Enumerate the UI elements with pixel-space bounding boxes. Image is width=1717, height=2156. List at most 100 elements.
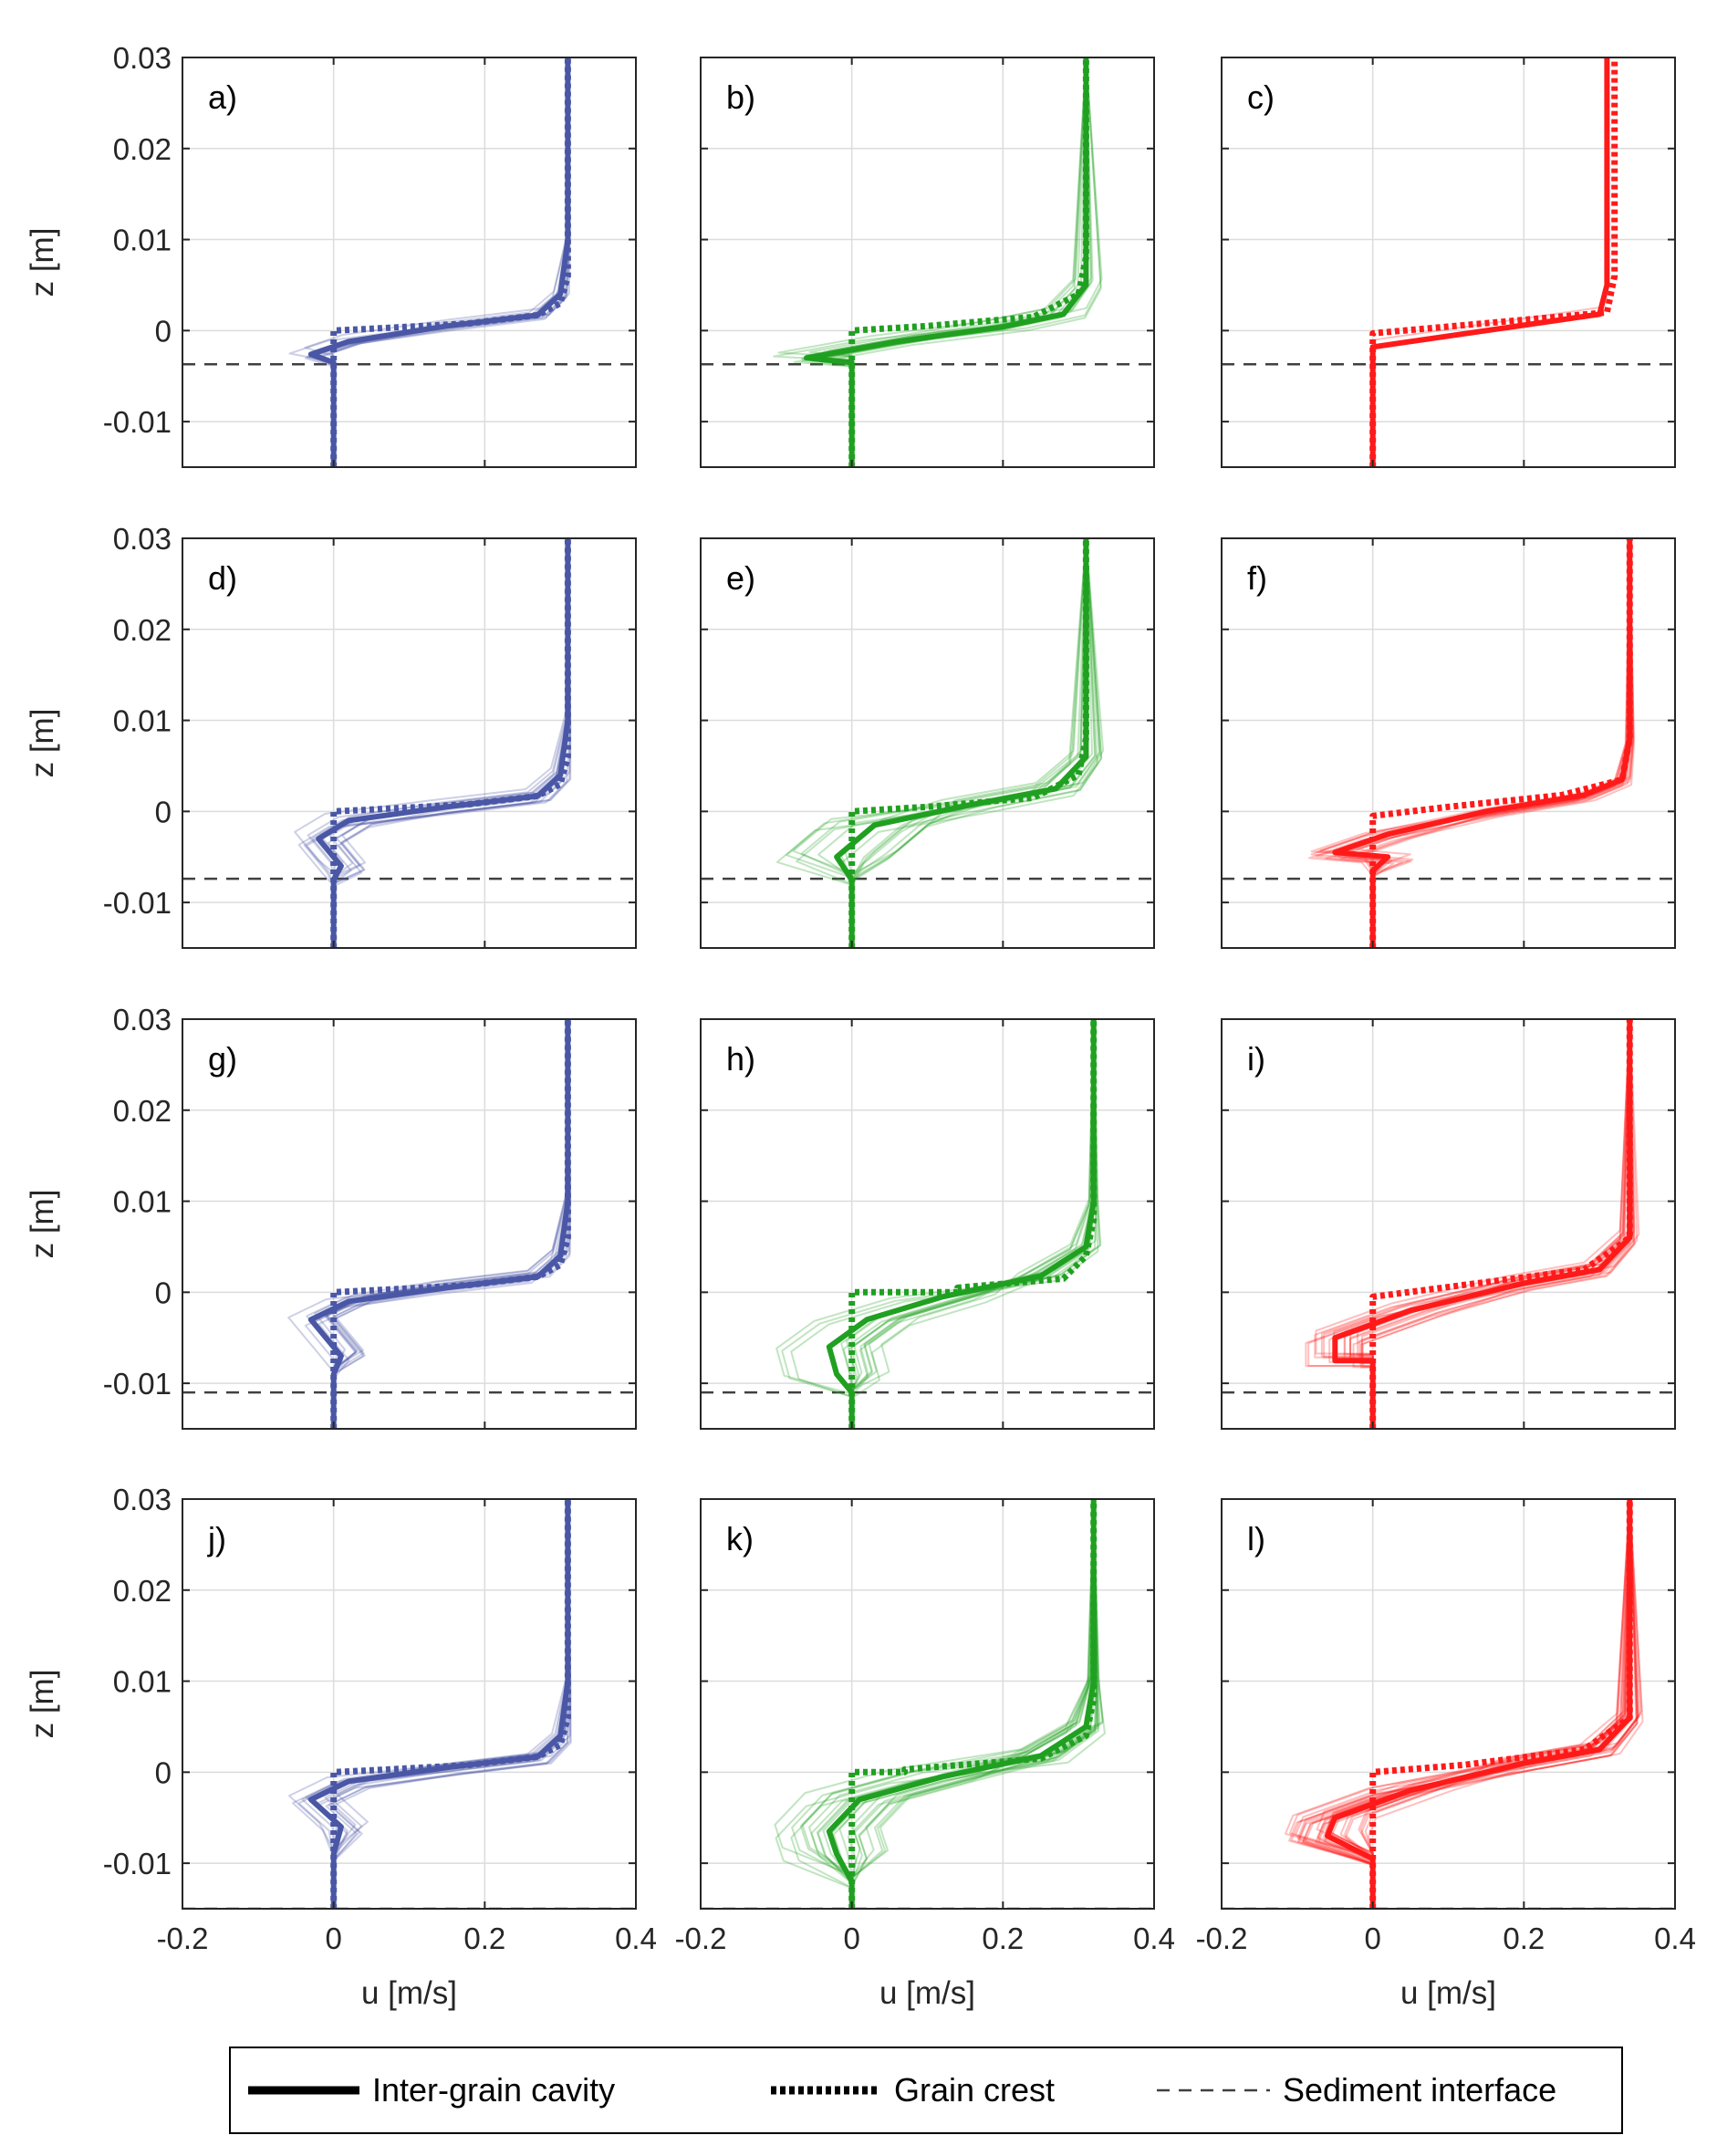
axes-box <box>182 1018 637 1430</box>
ensemble-profile <box>823 57 1103 467</box>
ensemble-profile <box>1348 538 1635 948</box>
ensemble-profile <box>844 538 1087 948</box>
panel-label: k) <box>726 1520 754 1557</box>
panel-l: l) -0.2 0 0.2 0.4 u [m/s] <box>1196 1498 1696 2011</box>
ensemble-profile <box>1349 1019 1631 1429</box>
ensemble-profile <box>1349 1019 1634 1429</box>
panel-d: d) -0.01 0 0.01 0.02 0.03 z [m] <box>25 522 637 949</box>
panel-label: b) <box>726 78 755 116</box>
y-tick-label: 0.01 <box>113 704 172 738</box>
x-tick-label: 0.4 <box>615 1922 657 1955</box>
plot-area <box>182 57 636 467</box>
y-tick-label: -0.01 <box>103 886 172 920</box>
y-tick-label: 0.03 <box>113 522 172 556</box>
ensemble-profile <box>1358 538 1632 948</box>
ensemble-profile <box>824 57 1087 467</box>
ensemble-profile <box>318 538 569 948</box>
axes-box <box>182 57 637 468</box>
ensemble-profile <box>850 1499 1099 1909</box>
ensemble-profile <box>331 57 569 467</box>
panel-label: g) <box>208 1040 237 1078</box>
plot-area <box>1222 538 1675 948</box>
panel-e: e) <box>700 537 1155 949</box>
inter-grain-cavity-profile <box>1325 1499 1633 1909</box>
ensemble-profile <box>325 1019 569 1429</box>
ensemble-profile <box>1359 1499 1632 1909</box>
axes-box <box>700 57 1155 468</box>
y-tick-label: -0.01 <box>103 1367 172 1401</box>
x-tick-label: 0 <box>843 1922 859 1955</box>
plot-area <box>1222 57 1675 467</box>
ensemble-profile <box>850 538 1096 948</box>
legend-crest-label: Grain crest <box>894 2071 1055 2109</box>
inter-grain-cavity-profile <box>1369 57 1610 467</box>
y-tick-label: 0.02 <box>113 1574 172 1608</box>
inter-grain-cavity-profile <box>1332 538 1633 948</box>
panel-label: c) <box>1247 78 1275 116</box>
ensemble-profile <box>1360 1499 1641 1909</box>
ensemble-profile <box>840 538 1097 948</box>
axes-box <box>1221 1018 1676 1430</box>
ensemble-profile <box>316 1499 569 1909</box>
ensemble-profile <box>847 1499 1097 1909</box>
grain-crest-profile <box>848 538 1089 948</box>
legend-cavity-label: Inter-grain cavity <box>372 2071 615 2109</box>
ensemble-profile <box>306 57 569 467</box>
ensemble-profile <box>1356 538 1635 948</box>
ensemble-profile <box>1371 57 1608 467</box>
plot-area <box>701 57 1154 467</box>
ensemble-profile <box>1339 538 1631 948</box>
ensemble-profile <box>796 538 1087 948</box>
ensemble-profile <box>799 1499 1104 1909</box>
y-tick-label: 0 <box>155 795 172 828</box>
ensemble-profile <box>326 1019 571 1429</box>
inter-grain-cavity-profile <box>307 1019 571 1429</box>
ensemble-profile <box>316 1499 572 1909</box>
panel-label: a) <box>208 78 237 116</box>
y-tick-label: 0 <box>155 1276 172 1309</box>
ensemble-profile <box>332 1019 570 1429</box>
ensemble-profile <box>1307 538 1631 948</box>
ensemble-profile <box>332 538 569 948</box>
ensemble-profile <box>1310 538 1633 948</box>
ensemble-profile <box>304 57 570 467</box>
panel-b: b) <box>700 57 1155 468</box>
ensemble-profile <box>1316 1499 1633 1909</box>
ensemble-profile <box>774 1499 1095 1909</box>
panel-h: h) <box>700 1018 1155 1430</box>
ensemble-profile <box>801 1499 1095 1909</box>
y-tick-label: 0.03 <box>113 1003 172 1036</box>
ensemble-profile <box>792 538 1105 948</box>
grain-crest-profile <box>330 538 571 948</box>
panels-container: a) -0.01 0 0.01 0.02 0.03 z [m] b) c) d) -0.01 0 0.0… <box>25 41 1696 2011</box>
ensemble-profile <box>1337 538 1631 948</box>
x-axis-label: u [m/s] <box>361 1975 457 2011</box>
ensemble-profile <box>810 1499 1098 1909</box>
ensemble-profile <box>1330 1499 1631 1909</box>
legend-interface-label: Sediment interface <box>1283 2071 1556 2109</box>
ensemble-profile <box>850 1019 1095 1429</box>
grain-crest-profile <box>848 57 1089 467</box>
ensemble-profile <box>802 57 1102 467</box>
ensemble-profile <box>1326 1499 1631 1909</box>
ensemble-profile <box>791 1499 1095 1909</box>
ensemble-profile <box>1320 1019 1631 1429</box>
plot-area <box>1222 1019 1675 1429</box>
ensemble-profile <box>332 538 569 948</box>
x-tick-label: -0.2 <box>675 1922 727 1955</box>
panel-label: e) <box>726 559 755 597</box>
ensemble-profile <box>301 1499 570 1909</box>
x-axis-label: u [m/s] <box>1400 1975 1496 2011</box>
ensemble-profile <box>850 538 1103 948</box>
ensemble-profile <box>330 57 569 467</box>
ensemble-profile <box>850 1499 1095 1909</box>
ensemble-profile <box>840 1019 1096 1429</box>
ensemble-profile <box>1358 1499 1631 1909</box>
ensemble-profile <box>1295 1499 1639 1909</box>
ensemble-profile <box>332 538 571 948</box>
ensemble-profile <box>304 57 570 467</box>
inter-grain-cavity-profile <box>307 57 571 467</box>
ensemble-profile <box>332 1499 570 1909</box>
ensemble-profile <box>1343 1499 1640 1909</box>
legend-box <box>229 2047 1623 2134</box>
